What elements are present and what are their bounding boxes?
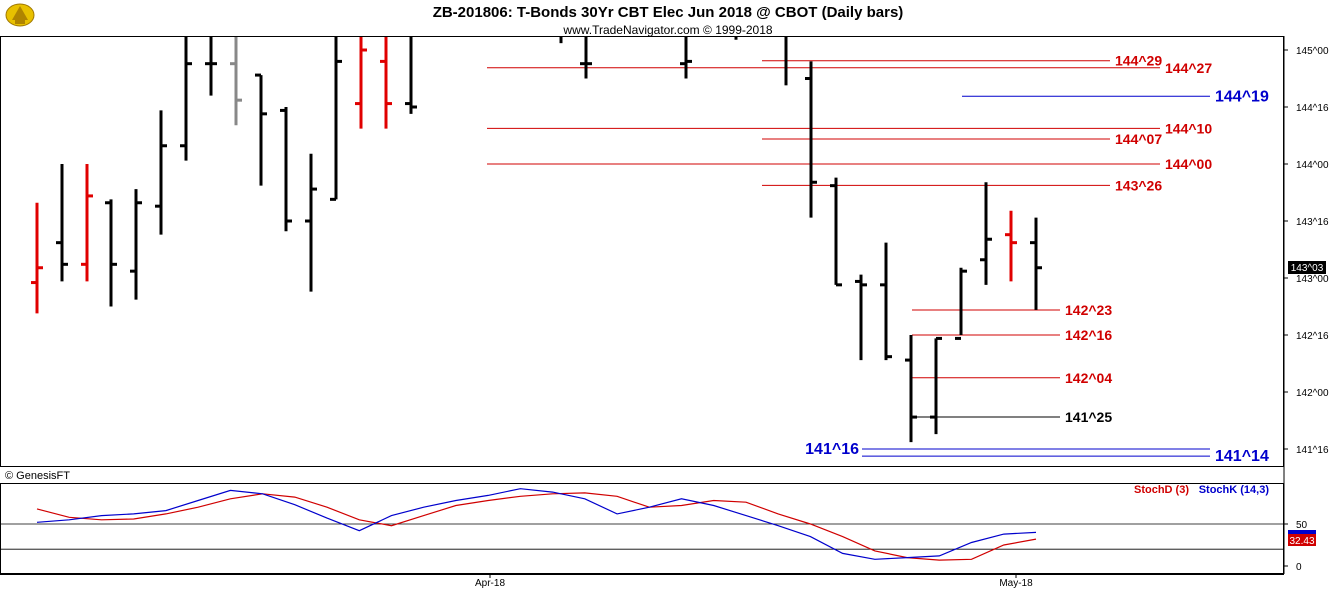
stochastic-layer: 50 0: [0, 488, 1308, 573]
price-panel-frame: [0, 36, 1284, 467]
level-label: 141^16: [805, 441, 859, 458]
level-label: 142^16: [1065, 327, 1112, 343]
price-axis-label: 142^16: [1296, 331, 1329, 342]
level-lines-layer: 144^29 144^27144^19144^10144^07144^00143^…: [487, 53, 1269, 465]
level-label: 144^07: [1115, 131, 1162, 147]
level-label: 144^27: [1165, 60, 1212, 76]
stoch-last-label: 32.43: [1289, 536, 1314, 547]
title-bar: ZB-201806: T-Bonds 30Yr CBT Elec Jun 201…: [5, 3, 904, 37]
brand-logo-icon: [5, 3, 35, 27]
last-price-tag: 143^03: [1288, 261, 1326, 274]
level-label: 144^19: [1215, 88, 1269, 105]
legend-stochk: StochK (14,3): [1199, 484, 1270, 496]
price-axis-label: 144^00: [1296, 160, 1329, 171]
price-axis-label: 141^16: [1296, 445, 1329, 456]
date-axis-label: May-18: [999, 578, 1033, 589]
stoch-last-tag: 32.43: [1288, 530, 1316, 547]
date-axis-layer: Apr-18 May-18: [475, 574, 1033, 589]
price-axis-label: 145^00: [1296, 46, 1329, 57]
price-bars-layer: [31, 37, 1042, 443]
level-label: 141^25: [1065, 409, 1112, 425]
level-label: 144^29: [1115, 53, 1162, 69]
stoch-panel-frame: [0, 483, 1284, 574]
level-label: 142^23: [1065, 302, 1112, 318]
level-label: 144^00: [1165, 156, 1212, 172]
level-label: 142^04: [1065, 370, 1112, 386]
last-price-label: 143^03: [1291, 263, 1324, 274]
price-axis-label: 144^16: [1296, 103, 1329, 114]
stoch-series-line: [36, 488, 1037, 560]
price-axis-label: 142^00: [1296, 388, 1329, 399]
watermark-text: © GenesisFT: [5, 470, 70, 482]
level-label: 144^10: [1165, 120, 1212, 136]
copyright-text: www.TradeNavigator.com © 1999-2018: [562, 23, 772, 37]
stoch-axis-label: 50: [1296, 520, 1308, 531]
level-label: 141^14: [1215, 448, 1269, 465]
stoch-series-line: [36, 492, 1037, 561]
price-axis-label: 143^16: [1296, 217, 1329, 228]
price-axis-label: 143^00: [1296, 274, 1329, 285]
stoch-axis-label: 0: [1296, 562, 1302, 573]
level-label: 143^26: [1115, 177, 1162, 193]
price-axis-layer: 145^00 144^16 144^00 143^16 143^00 142^16 142^…: [1284, 46, 1329, 456]
date-axis-label: Apr-18: [475, 578, 505, 589]
chart-title: ZB-201806: T-Bonds 30Yr CBT Elec Jun 201…: [433, 4, 904, 21]
legend-stochd: StochD (3): [1134, 484, 1189, 496]
